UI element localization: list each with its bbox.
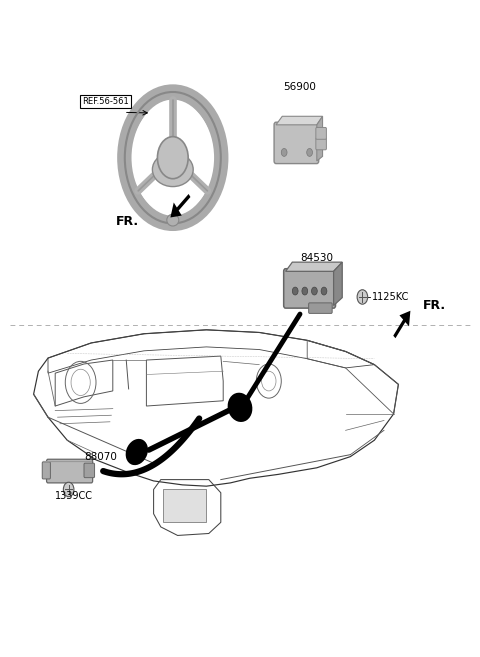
- FancyBboxPatch shape: [42, 462, 50, 479]
- FancyBboxPatch shape: [274, 122, 319, 164]
- Polygon shape: [276, 116, 323, 125]
- FancyBboxPatch shape: [84, 463, 95, 478]
- FancyBboxPatch shape: [47, 459, 93, 483]
- Text: 1339CC: 1339CC: [55, 491, 93, 501]
- Circle shape: [302, 287, 308, 295]
- Text: 56900: 56900: [283, 81, 316, 92]
- Text: 1125KC: 1125KC: [372, 292, 409, 302]
- FancyBboxPatch shape: [316, 138, 326, 150]
- Ellipse shape: [167, 214, 179, 226]
- Ellipse shape: [152, 152, 193, 187]
- Text: FR.: FR.: [422, 299, 445, 312]
- FancyBboxPatch shape: [316, 127, 326, 139]
- Ellipse shape: [126, 439, 148, 465]
- Circle shape: [357, 290, 368, 304]
- Ellipse shape: [228, 393, 252, 422]
- Circle shape: [321, 287, 327, 295]
- Text: 84530: 84530: [300, 252, 333, 263]
- Circle shape: [157, 137, 188, 179]
- FancyBboxPatch shape: [284, 269, 336, 308]
- Circle shape: [312, 287, 317, 295]
- Polygon shape: [286, 262, 342, 271]
- FancyBboxPatch shape: [309, 303, 332, 313]
- Circle shape: [307, 148, 312, 156]
- Polygon shape: [334, 262, 342, 306]
- Circle shape: [281, 148, 287, 156]
- Circle shape: [132, 101, 214, 214]
- Text: REF.56-561: REF.56-561: [82, 97, 129, 106]
- Polygon shape: [163, 489, 206, 522]
- Polygon shape: [170, 194, 191, 217]
- Circle shape: [63, 482, 74, 497]
- Text: FR.: FR.: [116, 215, 139, 228]
- Circle shape: [292, 287, 298, 295]
- Polygon shape: [317, 116, 323, 161]
- Text: 88070: 88070: [84, 451, 117, 462]
- Polygon shape: [393, 311, 410, 338]
